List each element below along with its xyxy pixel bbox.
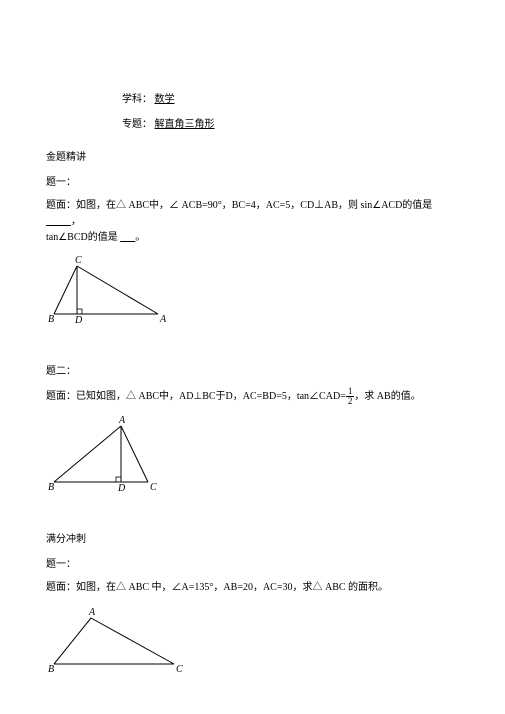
q1-blank2: ___ [120, 232, 135, 243]
q1-text-a: 题面：如图，在△ ABC中，∠ ACB=90°，BC=4，AC=5，CD⊥AB，… [46, 200, 432, 211]
svg-text:B: B [48, 664, 54, 674]
q1-text: 题面：如图，在△ ABC中，∠ ACB=90°，BC=4，AC=5，CD⊥AB，… [46, 198, 457, 246]
topic-label: 专题： [122, 119, 152, 130]
q1-text-b: ， [71, 216, 81, 227]
q1-text-d: 。 [135, 232, 145, 243]
header-topic: 专题： 解直角三角形 [122, 115, 457, 130]
q2-text-b: ，求 AB的值。 [354, 391, 420, 402]
topic-value: 解直角三角形 [155, 119, 215, 130]
subject-value: 数学 [155, 94, 175, 105]
subject-label: 学科： [122, 94, 152, 105]
svg-text:A: A [159, 314, 166, 325]
q2-label: 题二： [46, 362, 457, 377]
q1-text-c: tan∠BCD的值是 [46, 232, 120, 243]
q1-label: 题一： [46, 173, 457, 188]
section-title-2: 满分冲刺 [46, 530, 457, 545]
svg-text:C: C [75, 256, 82, 266]
svg-text:A: A [88, 607, 96, 618]
q3-figure: B C A [46, 606, 457, 674]
svg-text:C: C [150, 482, 157, 493]
svg-text:B: B [48, 482, 54, 493]
svg-text:A: A [118, 416, 126, 426]
q2-figure: B C A D [46, 416, 457, 494]
header-subject: 学科： 数学 [122, 90, 457, 105]
svg-text:D: D [74, 315, 83, 326]
q3-label: 题一： [46, 555, 457, 570]
section-title-1: 金题精讲 [46, 148, 457, 163]
q3-text: 题面：如图，在△ ABC 中，∠A=135°，AB=20，AC=30，求△ AB… [46, 580, 457, 596]
q1-blank1: _____ [46, 216, 71, 227]
svg-text:D: D [117, 483, 126, 494]
q1-figure: B A C D [46, 256, 457, 326]
q2-text: 题面：已知如图，△ ABC中，AD⊥BC于D，AC=BD=5，tan∠CAD=1… [46, 387, 457, 406]
svg-text:C: C [176, 664, 183, 674]
q3-text-a: 题面：如图，在△ ABC 中，∠A=135°，AB=20，AC=30，求△ AB… [46, 582, 388, 593]
q2-text-a: 题面：已知如图，△ ABC中，AD⊥BC于D，AC=BD=5，tan∠CAD= [46, 391, 346, 402]
svg-text:B: B [48, 314, 54, 325]
